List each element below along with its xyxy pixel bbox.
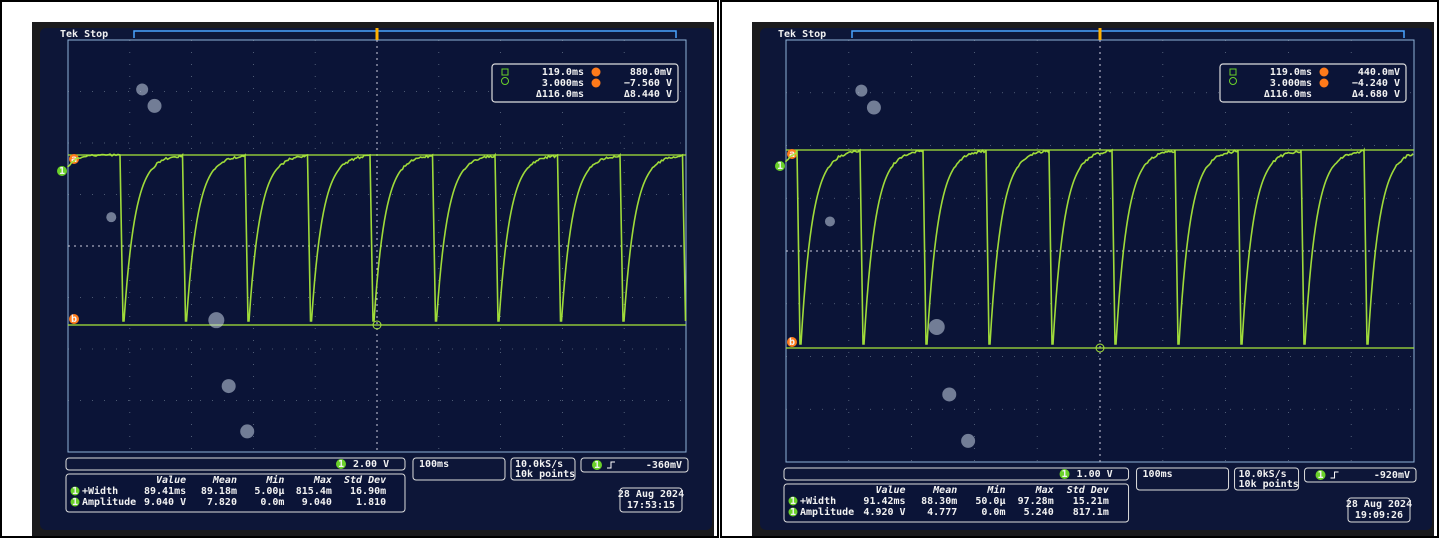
measurement-value: 89.41ms <box>144 486 186 497</box>
measurement-channel: 1 <box>72 486 78 497</box>
reflection <box>961 434 975 448</box>
measurement-value: 9.040 V <box>144 497 186 508</box>
cursor-v1: 440.0mV <box>1358 67 1400 78</box>
channel-marker-label: 1 <box>59 166 65 177</box>
timebase: 100ms <box>419 459 449 470</box>
cursor-b-icon <box>1320 79 1329 88</box>
cursor-dv: Δ4.680 V <box>1352 89 1400 100</box>
channel-scale: 1.00 V <box>1077 469 1113 480</box>
channel-number: 1 <box>338 459 344 470</box>
measurement-value: 5.240 <box>1024 507 1054 518</box>
reflection <box>240 424 254 438</box>
measurement-header: Max <box>313 475 332 486</box>
measurement-value: 4.920 V <box>863 507 905 518</box>
measurement-header: Mean <box>212 475 237 486</box>
measurement-channel: 1 <box>72 497 78 508</box>
reflection <box>106 212 116 222</box>
trigger-channel: 1 <box>1318 470 1324 481</box>
cursor-t2: 3.000ms <box>542 78 584 89</box>
measurement-header: Mean <box>932 485 957 496</box>
timebase: 100ms <box>1143 469 1173 480</box>
measurement-value: 50.0µ <box>975 496 1005 507</box>
measurement-channel: 1 <box>790 507 796 518</box>
cursor-a-icon <box>592 68 601 77</box>
measurement-value: 7.820 <box>207 497 237 508</box>
measurement-value: 4.777 <box>927 507 957 518</box>
cursor-v1: 880.0mV <box>630 67 672 78</box>
cursor-dt: Δ116.0ms <box>536 89 584 100</box>
measurement-value: 15.21m <box>1073 496 1109 507</box>
cursor-t1: 119.0ms <box>1270 67 1312 78</box>
measurement-header: Max <box>1035 485 1054 496</box>
time: 17:53:15 <box>627 500 675 511</box>
status: Tek Stop <box>60 29 108 40</box>
measurement-header: Min <box>265 474 284 486</box>
measurement-channel: 1 <box>790 496 796 507</box>
measurement-value: 815.4m <box>296 486 332 497</box>
measurement-name: +Width <box>800 495 836 507</box>
cursor-v2: −7.560 V <box>624 78 672 89</box>
cursor-b-label: b <box>789 337 795 348</box>
measurement-header: Value <box>156 475 186 486</box>
screenshot: Tek Stopab1119.0ms3.000msΔ116.0ms880.0mV… <box>0 0 1439 538</box>
measurement-header: Std Dev <box>344 475 387 486</box>
reflection <box>148 99 162 113</box>
cursor-v2: −4.240 V <box>1352 78 1400 89</box>
reflection <box>222 379 236 393</box>
record-length: 10k points <box>515 468 575 480</box>
measurement-name: Amplitude <box>800 506 854 518</box>
measurement-header: Min <box>986 484 1005 496</box>
measurement-header: Value <box>875 485 905 496</box>
cursor-b-icon <box>592 79 601 88</box>
record-length: 10k points <box>1239 478 1299 490</box>
cursor-dv: Δ8.440 V <box>624 89 672 100</box>
channel-scale: 2.00 V <box>353 459 389 470</box>
cursor-b-label: b <box>71 314 77 325</box>
date: 28 Aug 2024 <box>618 489 684 500</box>
reflection <box>136 83 148 95</box>
measurement-header: Std Dev <box>1067 485 1110 496</box>
date: 28 Aug 2024 <box>1346 499 1412 510</box>
cursor-t2: 3.000ms <box>1270 78 1312 89</box>
measurement-name: +Width <box>82 485 118 497</box>
measurement-value: 88.30m <box>921 496 957 507</box>
channel-marker-label: 1 <box>777 161 783 172</box>
trigger-level: -920mV <box>1374 470 1410 481</box>
measurement-value: 91.42ms <box>863 496 905 507</box>
time: 19:09:26 <box>1355 510 1403 521</box>
cursor-dt: Δ116.0ms <box>1264 89 1312 100</box>
measurement-value: 16.90m <box>350 486 386 497</box>
channel-number: 1 <box>1062 469 1068 480</box>
reflection <box>867 101 881 115</box>
cursor-t1: 119.0ms <box>542 67 584 78</box>
measurement-value: 5.00µ <box>254 486 284 497</box>
reflection <box>855 85 867 97</box>
reflection <box>825 216 835 226</box>
measurement-value: 9.040 <box>302 497 332 508</box>
status: Tek Stop <box>778 29 826 40</box>
cursor-a-icon <box>1320 68 1329 77</box>
measurement-value: 0.0m <box>260 497 284 508</box>
trigger-level: -360mV <box>646 460 682 471</box>
trigger-channel: 1 <box>594 460 600 471</box>
measurement-value: 89.18m <box>201 486 237 497</box>
measurement-value: 0.0m <box>981 507 1005 518</box>
reflection <box>929 319 945 335</box>
measurement-value: 97.28m <box>1018 496 1054 507</box>
measurement-value: 1.810 <box>356 497 386 508</box>
reflection <box>942 387 956 401</box>
measurement-value: 817.1m <box>1073 507 1109 518</box>
reflection <box>208 312 224 328</box>
measurement-name: Amplitude <box>82 496 136 508</box>
